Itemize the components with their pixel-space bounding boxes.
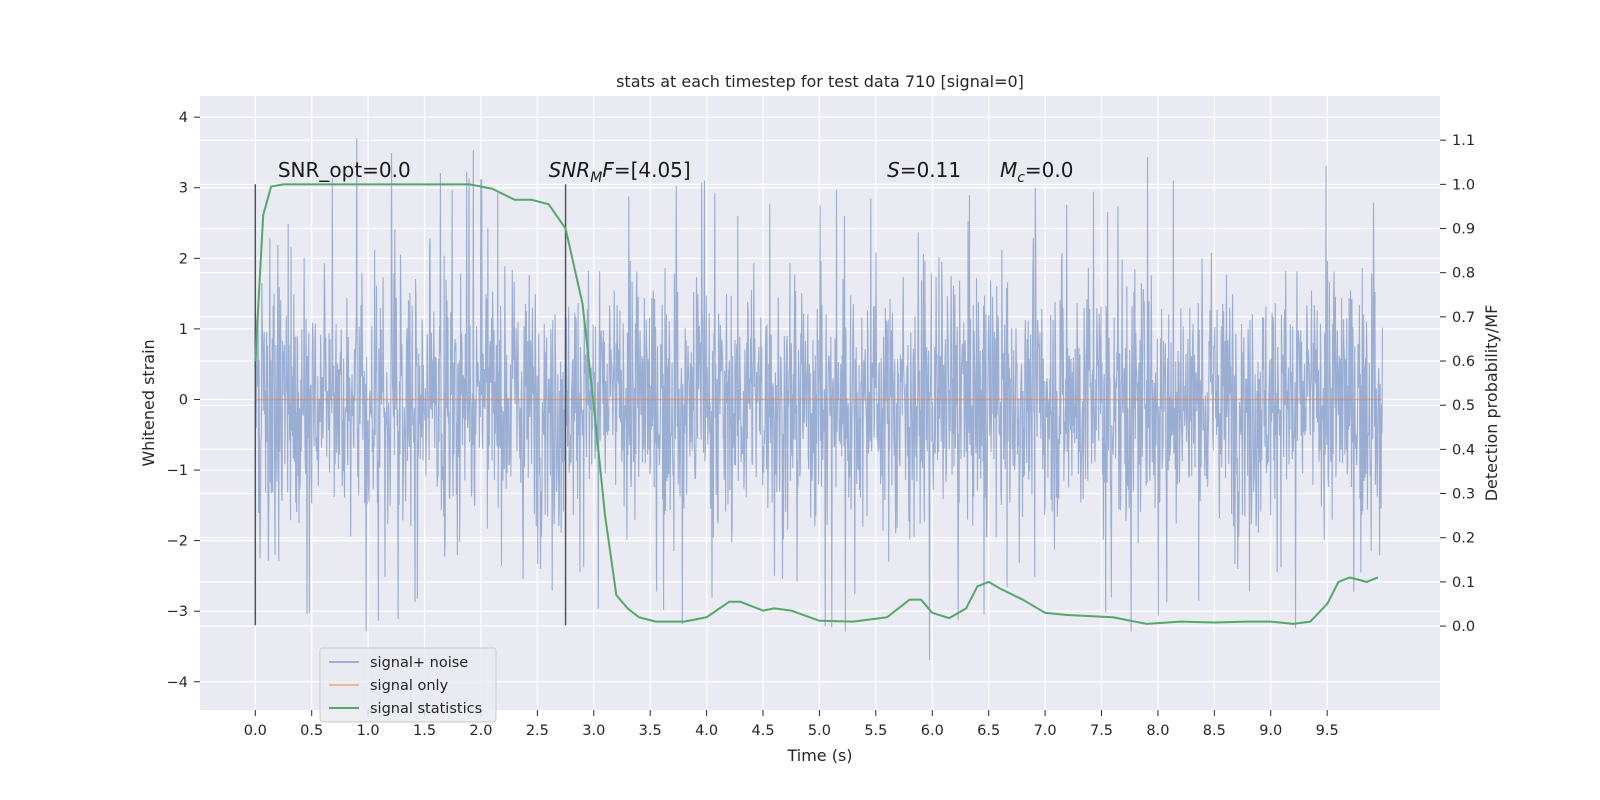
y-tick-label: 2: [179, 251, 188, 267]
annotation: Mc=0.0: [1000, 158, 1074, 186]
y-tick-label: −2: [167, 534, 188, 550]
y2-tick-label: 0.7: [1452, 310, 1475, 326]
y2-axis-label: Detection probability/MF: [1482, 305, 1501, 502]
y-tick-label: −3: [167, 604, 188, 620]
x-tick-label: 9.5: [1316, 723, 1339, 739]
y-tick-label: 0: [179, 392, 188, 408]
legend: signal+ noise signal only signal statist…: [319, 647, 497, 723]
y-tick-label: 3: [179, 181, 188, 197]
annotations: SNR_opt=0.0 SNRMF=[4.05] S=0.11 Mc=0.0: [278, 158, 1074, 186]
legend-label-signal-only: signal only: [370, 678, 449, 694]
y2-tick-label: 0.4: [1452, 442, 1475, 458]
legend-label-signal-plus-noise: signal+ noise: [370, 655, 468, 671]
x-tick-label: 2.0: [469, 723, 492, 739]
y2-tick-label: 0.6: [1452, 354, 1475, 370]
y2-tick-label: 0.0: [1452, 619, 1475, 635]
x-tick-label: 1.5: [413, 723, 436, 739]
signal-statistics-line: [254, 183, 1379, 625]
x-tick-label: 6.5: [977, 723, 1000, 739]
x-tick-label: 8.0: [1146, 723, 1169, 739]
annotation: SNRMF=[4.05]: [549, 158, 691, 186]
x-tick-label: 7.5: [1090, 723, 1113, 739]
y2-tick-label: 1.1: [1452, 133, 1475, 149]
y2-tick-label: 0.3: [1452, 487, 1475, 503]
x-tick-label: 3.0: [582, 723, 605, 739]
y2-tick-label: 0.8: [1452, 266, 1475, 282]
x-tick-label: 4.5: [751, 723, 774, 739]
x-tick-label: 4.0: [695, 723, 718, 739]
y2-tick-label: 1.0: [1452, 177, 1475, 193]
signal-plus-noise-line: [254, 138, 1384, 660]
x-tick-label: 5.5: [864, 723, 887, 739]
y-tick-label: −1: [167, 463, 188, 479]
vertical-markers: [254, 184, 567, 626]
x-tick-label: 8.5: [1203, 723, 1226, 739]
y2-tick-label: 0.5: [1452, 398, 1475, 414]
x-tick-label: 7.0: [1034, 723, 1057, 739]
y-axis-label: Whitened strain: [139, 339, 158, 466]
legend-label-signal-statistics: signal statistics: [370, 701, 482, 717]
y-tick-label: 1: [179, 322, 188, 338]
annotation: S=0.11: [887, 158, 961, 182]
signal-plus-noise-series: [254, 138, 1384, 660]
x-tick-label: 9.0: [1259, 723, 1282, 739]
legend-box: [319, 647, 497, 723]
y2-tick-label: 0.2: [1452, 531, 1475, 547]
x-tick-label: 1.0: [357, 723, 380, 739]
chart-title: stats at each timestep for test data 710…: [616, 72, 1024, 91]
y2-tick-label: 0.9: [1452, 222, 1475, 238]
axes: 0.0 0.5 1.0 1.5 2.0 2.5 3.0 3.5 4.0 4.5 5.0 5.5 6.0 6…: [167, 110, 1475, 739]
x-tick-label: 0.5: [300, 723, 323, 739]
annotation: SNR_opt=0.0: [278, 158, 411, 182]
y-tick-label: 4: [179, 110, 188, 126]
x-tick-label: 0.0: [244, 723, 267, 739]
x-tick-label: 5.0: [808, 723, 831, 739]
x-tick-label: 2.5: [526, 723, 549, 739]
y2-tick-label: 0.1: [1452, 575, 1475, 591]
x-axis-label: Time (s): [786, 746, 852, 765]
x-tick-label: 6.0: [921, 723, 944, 739]
y-tick-label: −4: [167, 675, 188, 691]
x-tick-label: 3.5: [639, 723, 662, 739]
signal-statistics-series: [254, 183, 1379, 625]
